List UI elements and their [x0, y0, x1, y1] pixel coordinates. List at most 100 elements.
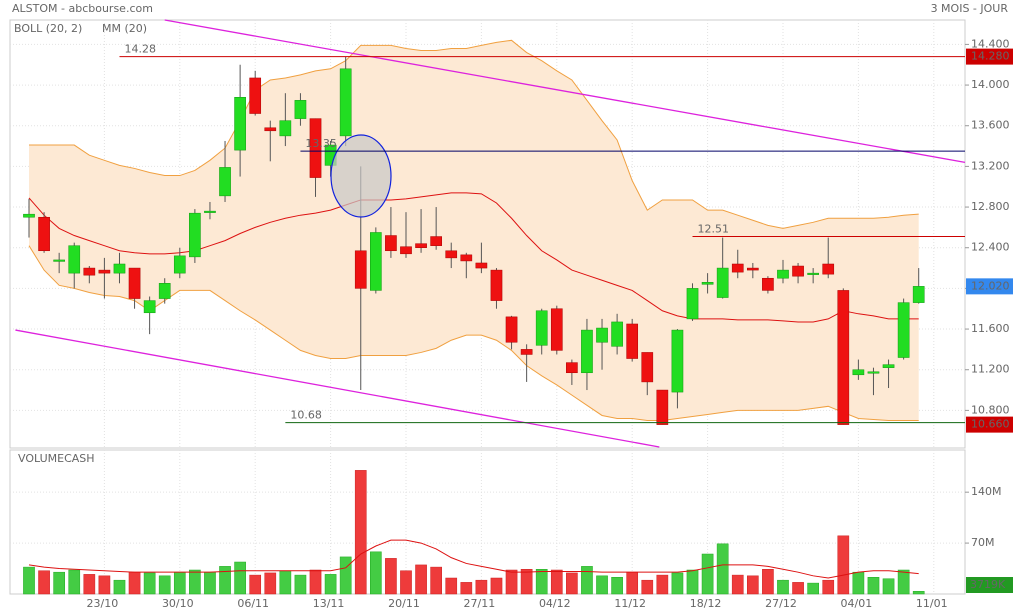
volume-bar [445, 577, 458, 595]
legend-ma: MM (20) [102, 22, 147, 35]
volume-bar [566, 572, 578, 595]
volume-bar [550, 569, 563, 595]
volume-bar [158, 575, 171, 595]
volume-bar [671, 572, 684, 595]
candle-body [882, 364, 895, 368]
price-tag-label: 10.660 [971, 418, 1010, 431]
volume-bar [264, 572, 277, 595]
candle-body [38, 216, 50, 252]
x-tick-label: 23/10 [87, 597, 119, 610]
x-tick-label: 30/10 [162, 597, 194, 610]
candle-body [249, 77, 262, 114]
candle-body [264, 127, 277, 132]
y-tick-label: 12.800 [971, 200, 1010, 213]
chart-title: ALSTOM - abcbourse.com [12, 2, 153, 15]
x-tick-label: 27/11 [464, 597, 496, 610]
volume-bar [83, 574, 96, 595]
volume-bar [596, 575, 608, 595]
volume-bar [626, 571, 639, 595]
volume-ma [28, 539, 919, 579]
candle-body [701, 282, 714, 285]
overlay-layer: 23/10 30/10 06/11 13/11 20/11 27/11 04/12 11/12… [14, 22, 1013, 610]
y-tick-label: 140M [971, 485, 1002, 498]
volume-bar [822, 579, 835, 595]
candle-body [807, 272, 819, 275]
candle-body [581, 329, 593, 374]
y-tick-label: 11.200 [971, 363, 1010, 376]
candle-body [53, 259, 65, 262]
volume-layer [10, 450, 965, 595]
candle-body [897, 302, 910, 358]
y-tick-label: 11.600 [971, 322, 1010, 335]
y-tick-label: 12.400 [971, 241, 1010, 254]
candle-body [777, 269, 789, 279]
level-label: 14.28 [124, 43, 155, 56]
volume-bar [415, 564, 427, 595]
volume-bar [897, 569, 910, 595]
x-tick-label: 20/11 [388, 597, 420, 610]
volume-bar [837, 535, 850, 595]
candle-body [837, 290, 850, 425]
x-tick-label: 06/11 [237, 597, 269, 610]
volume-bar [777, 579, 789, 595]
candle-body [611, 321, 623, 347]
y-tick-label: 14.400 [971, 37, 1010, 50]
volume-bar [249, 574, 262, 595]
volume-bar [520, 569, 533, 595]
volume-tag-label: 3719K [970, 578, 1006, 591]
candle-body [505, 316, 518, 343]
x-tick-label: 04/12 [539, 597, 571, 610]
volume-legend: VOLUMECASH [18, 452, 95, 465]
x-tick-label: 13/11 [313, 597, 345, 610]
candle-body [158, 283, 171, 299]
volume-bar [762, 569, 774, 595]
candle-body [626, 323, 639, 359]
candle-body [354, 250, 367, 289]
candle-body [234, 97, 246, 151]
volume-bar [385, 558, 397, 595]
candle-body [68, 245, 81, 274]
candle-body [173, 255, 186, 274]
trendline [15, 329, 660, 448]
candle-body [113, 263, 126, 274]
y-tick-label: 10.800 [971, 403, 1010, 416]
candle-body [143, 300, 156, 314]
candle-body [535, 310, 548, 346]
price-tag-label: 14.280 [971, 50, 1010, 63]
volume-bar [882, 578, 895, 595]
volume-panel [9, 449, 966, 595]
volume-tag [966, 577, 1013, 593]
candle-body [189, 212, 201, 258]
volume-bar [716, 543, 729, 595]
candle-body [716, 267, 729, 298]
volume-bar [490, 577, 503, 595]
volume-bar [309, 569, 322, 595]
volume-bar [38, 570, 50, 595]
volume-bar [143, 572, 156, 595]
candle-body [671, 329, 684, 393]
level-label: 10.68 [290, 409, 322, 422]
candle-body [385, 235, 397, 252]
volume-bar [641, 579, 654, 595]
candle-body [762, 277, 774, 291]
volume-bar [339, 556, 352, 595]
price-tag [966, 278, 1013, 295]
candle-body [98, 269, 111, 274]
volume-bar [475, 579, 488, 595]
volume-bar [189, 569, 201, 595]
candle-body [746, 267, 759, 271]
y-tick-label: 13.200 [971, 159, 1010, 172]
volume-bar [173, 571, 186, 595]
volume-bar [53, 571, 65, 595]
y-tick-label: 70M [971, 536, 995, 549]
candle-body [83, 267, 96, 276]
volume-bar [912, 591, 925, 595]
volume-bar [219, 566, 231, 595]
volume-bar [460, 582, 473, 595]
y-tick-label: 13.600 [971, 119, 1010, 132]
volume-bar [746, 575, 759, 595]
candle-body [596, 327, 608, 343]
volume-bar [400, 570, 412, 595]
volume-bar [23, 566, 35, 595]
